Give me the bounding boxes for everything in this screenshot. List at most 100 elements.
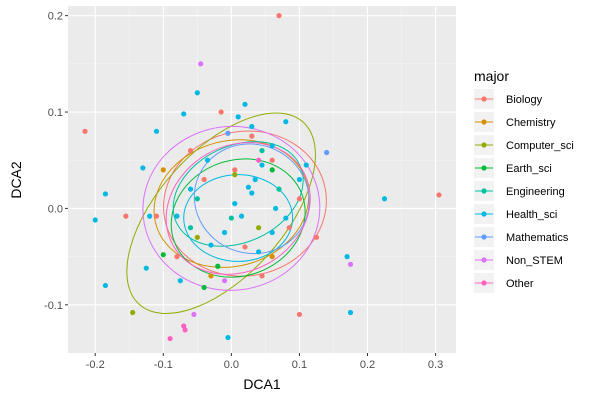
point-computer-sci — [130, 309, 136, 316]
point-biology — [153, 213, 160, 219]
point-biology — [218, 109, 224, 115]
point-engineering — [259, 147, 265, 154]
point-biology — [174, 254, 180, 260]
legend-item-mathematics: Mathematics — [474, 227, 569, 247]
point-health-sci — [255, 249, 262, 255]
point-mathematics — [324, 149, 330, 156]
legend-item-biology: Biology — [474, 89, 543, 109]
y-tick-label: 0.1 — [48, 107, 63, 119]
point-other — [182, 327, 188, 333]
points-layer — [82, 13, 442, 342]
legend-dot — [481, 234, 487, 240]
point-engineering — [228, 215, 234, 221]
point-health-sci — [283, 215, 289, 221]
point-biology — [232, 167, 238, 173]
legend-label: Chemistry — [506, 117, 556, 129]
ellipse-biology — [163, 130, 327, 277]
point-health-sci — [303, 162, 309, 168]
legend-label: Non_STEM — [506, 255, 563, 267]
ellipse-earth-sci — [170, 158, 306, 278]
point-health-sci — [269, 143, 275, 149]
point-earth-sci — [201, 284, 207, 291]
legend-label: Engineering — [506, 186, 565, 198]
point-biology — [242, 244, 248, 250]
point-health-sci — [187, 186, 194, 192]
point-health-sci — [153, 128, 160, 134]
point-computer-sci — [255, 225, 262, 231]
legend-dot — [481, 280, 487, 286]
point-health-sci — [102, 191, 109, 197]
legend-item-computer-sci: Computer_sci — [474, 135, 574, 155]
grid-minor — [68, 6, 456, 353]
point-health-sci — [92, 217, 98, 223]
point-health-sci — [102, 282, 109, 289]
y-axis-title: DCA2 — [8, 161, 24, 199]
point-health-sci — [221, 229, 228, 236]
point-health-sci — [381, 196, 388, 202]
point-health-sci — [252, 176, 258, 183]
point-biology — [286, 225, 292, 231]
legend-dot — [481, 165, 487, 171]
point-health-sci — [245, 184, 251, 190]
point-biology — [259, 273, 265, 279]
point-health-sci — [204, 157, 211, 163]
point-health-sci — [177, 278, 183, 284]
ellipse-other — [165, 141, 311, 275]
y-tick-label: 0.0 — [48, 203, 63, 215]
point-engineering — [276, 186, 282, 192]
x-tick-label: 0.3 — [428, 359, 443, 371]
legend: major Biology Chemistry Computer_sci Earth_… — [474, 68, 574, 293]
point-health-sci — [143, 265, 149, 271]
point-biology — [436, 192, 442, 198]
legend-label: Earth_sci — [506, 163, 552, 175]
legend-item-engineering: Engineering — [474, 181, 565, 201]
point-engineering — [187, 225, 194, 231]
point-other — [255, 157, 262, 163]
point-health-sci — [235, 114, 241, 120]
point-biology — [187, 147, 194, 154]
y-tick-label: 0.2 — [48, 11, 63, 23]
legend-dot — [481, 96, 487, 102]
ellipse-engineering — [172, 141, 304, 247]
legend-dot — [481, 211, 487, 217]
point-earth-sci — [269, 167, 275, 173]
point-health-sci — [249, 190, 255, 196]
legend-dot — [481, 119, 487, 125]
x-tick-label: -0.2 — [86, 359, 105, 371]
point-non-stem — [198, 61, 204, 67]
x-tick-label: 0.2 — [360, 359, 375, 371]
point-health-sci — [232, 200, 238, 207]
point-biology — [269, 157, 275, 163]
point-non-stem — [347, 261, 354, 267]
point-computer-sci — [232, 172, 238, 178]
legend-label: Biology — [506, 94, 543, 106]
legend-item-non-stem: Non_STEM — [474, 250, 563, 270]
point-health-sci — [249, 123, 255, 130]
grid-major — [68, 6, 456, 353]
point-earth-sci — [215, 263, 221, 269]
point-chemistry — [208, 273, 214, 279]
point-biology — [296, 311, 303, 318]
y-axis-ticks: -0.1 0.0 0.1 0.2 — [44, 11, 68, 312]
legend-label: Mathematics — [506, 232, 569, 244]
point-health-sci — [147, 213, 153, 219]
point-health-sci — [283, 119, 289, 125]
legend-dot — [481, 188, 487, 194]
legend-title: major — [474, 68, 509, 84]
point-health-sci — [194, 90, 200, 96]
panel-background — [68, 6, 456, 353]
point-mathematics — [225, 130, 231, 136]
x-axis-title: DCA1 — [243, 376, 281, 392]
legend-item-other: Other — [474, 273, 534, 293]
y-tick-label: -0.1 — [44, 300, 63, 312]
point-health-sci — [140, 165, 146, 171]
point-health-sci — [225, 334, 231, 341]
point-health-sci — [296, 176, 303, 183]
legend-dot — [481, 142, 487, 148]
ellipse-health-sci — [183, 174, 294, 262]
legend-item-health-sci: Health_sci — [474, 204, 557, 224]
ellipses-layer — [126, 112, 327, 314]
point-health-sci — [238, 213, 245, 219]
point-engineering — [194, 196, 200, 202]
